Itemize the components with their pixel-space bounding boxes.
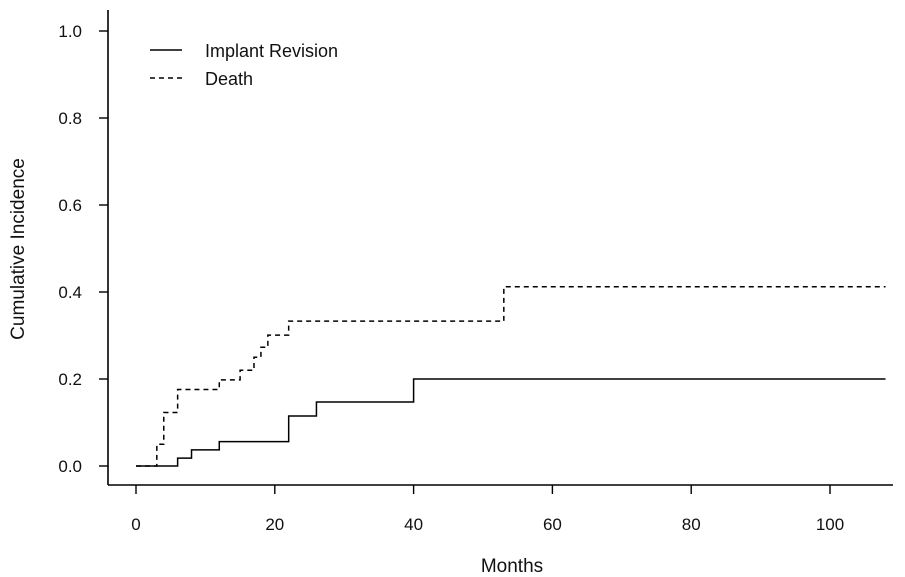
y-tick-label: 0.4: [58, 283, 82, 302]
x-ticks: 0 20 40 60 80 100: [131, 485, 844, 534]
x-tick-label: 20: [265, 515, 284, 534]
series-line-implant-revision: [136, 378, 886, 467]
y-tick-label: 0.2: [58, 370, 82, 389]
y-tick-label: 0.8: [58, 109, 82, 128]
y-tick-label: 0.0: [58, 457, 82, 476]
legend-label-death: Death: [205, 69, 253, 89]
series-lines: [136, 286, 886, 467]
legend-label-implant-revision: Implant Revision: [205, 41, 338, 61]
x-tick-label: 80: [682, 515, 701, 534]
y-axis-title: Cumulative Incidence: [8, 158, 29, 340]
x-tick-label: 60: [543, 515, 562, 534]
x-tick-label: 0: [131, 515, 140, 534]
series-line-death: [136, 286, 886, 467]
x-tick-label: 40: [404, 515, 423, 534]
y-tick-label: 1.0: [58, 22, 82, 41]
x-tick-label: 100: [816, 515, 844, 534]
y-tick-label: 0.6: [58, 196, 82, 215]
axes: [107, 10, 893, 486]
y-ticks: 0.0 0.2 0.4 0.6 0.8 1.0: [58, 22, 108, 476]
legend: Implant Revision Death: [150, 41, 338, 89]
x-axis-title: Months: [481, 556, 543, 577]
